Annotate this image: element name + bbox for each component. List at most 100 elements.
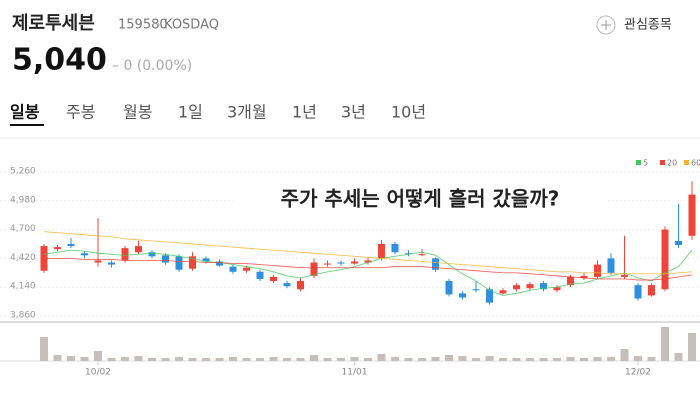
volume-bar	[107, 358, 116, 361]
volume-bar	[607, 357, 615, 361]
volume-bar	[67, 356, 75, 361]
volume-bar	[418, 358, 426, 361]
volume-bar	[202, 358, 210, 361]
volume-bar	[215, 358, 224, 361]
change-value: 0 (0.00%)	[123, 58, 192, 74]
volume-bar	[404, 358, 413, 361]
x-tick-label: 11/01	[342, 368, 368, 378]
volume-bar	[688, 333, 696, 361]
candle-body	[310, 262, 318, 276]
watch-icon[interactable]	[596, 15, 616, 35]
volume-bar	[472, 358, 480, 361]
volume-bar	[283, 358, 291, 361]
legend-label: 60	[691, 159, 700, 168]
candle-body	[594, 264, 601, 277]
candle-body	[499, 290, 507, 294]
legend-swatch	[636, 160, 641, 165]
y-tick-label: 4,140	[10, 282, 36, 292]
candle-body	[108, 262, 115, 265]
volume-bar	[377, 354, 386, 361]
volume-bar	[269, 357, 278, 361]
volume-bar	[580, 358, 588, 361]
candle-body	[459, 293, 466, 298]
volume-bar	[431, 357, 440, 361]
candle-body	[405, 253, 412, 255]
volume-bar	[40, 337, 48, 361]
legend-swatch	[660, 160, 665, 165]
candle-body	[229, 266, 237, 272]
volume-bar	[175, 357, 183, 361]
stock-name: 제로투세븐	[12, 13, 95, 34]
y-tick-label: 5,260	[10, 167, 36, 177]
volume-bar	[539, 358, 548, 361]
annotation: 주가 추세는 어떻게 흘러 갔을까?	[281, 187, 560, 211]
volume-bar	[620, 349, 629, 361]
volume-bar	[256, 358, 264, 361]
volume-bar	[553, 358, 561, 361]
candle-body	[243, 267, 250, 271]
y-tick-label: 4,420	[10, 253, 36, 263]
candle-body	[378, 244, 385, 259]
volume-bar	[337, 358, 345, 361]
volume-bar	[310, 355, 318, 361]
volume-bar	[391, 357, 399, 361]
tab[interactable]: 일봉	[10, 103, 40, 122]
tab[interactable]: 주봉	[66, 103, 95, 122]
candle-body	[256, 271, 264, 279]
volume-bar	[593, 357, 602, 361]
candle-body	[337, 262, 345, 264]
tab[interactable]: 월봉	[123, 103, 152, 122]
candle-body	[364, 260, 372, 263]
volume-bar	[229, 357, 237, 361]
candle-body	[351, 261, 358, 264]
watch-button[interactable]: 관심종목	[624, 18, 672, 33]
volume-bar	[647, 357, 656, 361]
candle-body	[486, 289, 493, 303]
candle-body	[607, 258, 615, 273]
volume-bar	[458, 356, 467, 361]
legend-swatch	[684, 160, 689, 165]
volume-bar	[161, 358, 170, 361]
candle-body	[391, 244, 399, 253]
candle-body	[648, 285, 655, 296]
candle-body	[175, 256, 183, 270]
candle-body	[621, 274, 628, 277]
tab[interactable]: 3개월	[227, 103, 267, 122]
tab[interactable]: 1일	[178, 103, 203, 122]
y-tick-label: 4,980	[10, 195, 36, 205]
candle-body	[324, 263, 331, 265]
tab-underline	[10, 124, 44, 126]
candle-body	[567, 276, 574, 286]
tab[interactable]: 3년	[341, 103, 366, 122]
tab[interactable]: 10년	[391, 103, 426, 122]
candle-body	[54, 247, 61, 250]
volume-bar	[134, 356, 143, 361]
ma-line	[44, 257, 693, 281]
candle-body	[418, 254, 426, 256]
legend-label: 20	[667, 159, 677, 168]
volume-bar	[485, 356, 494, 361]
annotation-bg	[233, 182, 607, 216]
candle-body	[472, 289, 480, 291]
candle-body	[148, 252, 156, 257]
candle-body	[553, 287, 561, 291]
candle-body	[67, 244, 75, 247]
candle-body	[121, 248, 129, 261]
candle-body	[216, 261, 223, 266]
tab[interactable]: 1년	[292, 103, 317, 122]
candle-body	[513, 285, 520, 290]
volume-bar	[566, 357, 575, 361]
volume-bar	[634, 356, 642, 361]
market: KOSDAQ	[164, 18, 219, 33]
separator	[156, 23, 160, 27]
x-tick-label: 10/02	[85, 368, 111, 378]
price: 5,040	[12, 43, 107, 78]
volume-bar	[674, 353, 683, 361]
volume-bar	[526, 358, 534, 361]
candle-body	[526, 284, 534, 289]
volume-bar	[350, 357, 359, 361]
x-tick-label: 12/02	[625, 368, 651, 378]
candle-body	[432, 258, 439, 270]
